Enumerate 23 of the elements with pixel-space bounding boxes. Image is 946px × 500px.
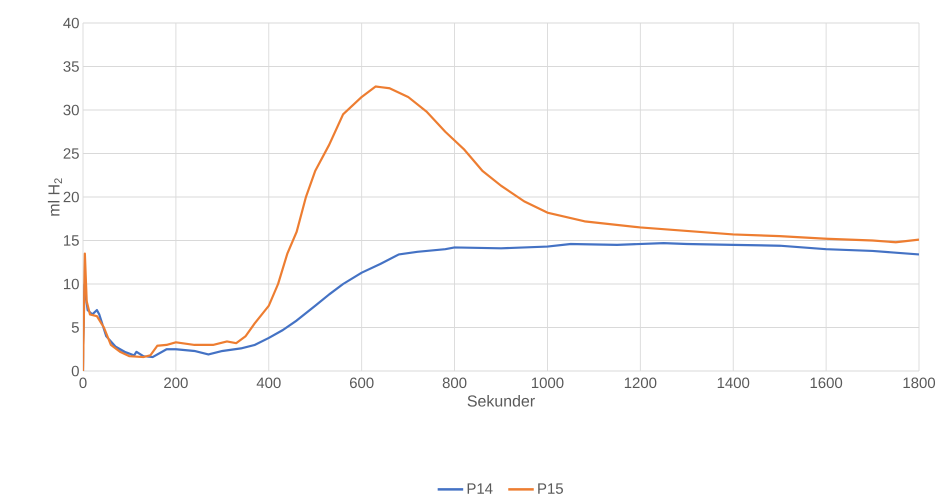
x-tick-label: 1600: [810, 378, 842, 388]
y-tick-label: 20: [64, 192, 79, 202]
x-tick-label: 800: [442, 378, 466, 388]
x-tick-label: 600: [350, 378, 374, 388]
x-tick-label: 1000: [532, 378, 564, 388]
y-tick-label: 25: [64, 148, 79, 159]
x-axis-title: Sekunder: [468, 394, 535, 407]
legend-label: P14: [468, 483, 493, 494]
y-tick-label: 15: [64, 235, 79, 246]
x-tick-label: 1200: [624, 378, 656, 388]
y-tick-label: 5: [72, 322, 79, 333]
y-tick-label: 40: [63, 18, 79, 28]
y-tick-label: 10: [64, 278, 79, 290]
x-tick-label: 1400: [718, 378, 750, 388]
legend-label: P15: [538, 483, 563, 494]
x-tick-label: 0: [79, 378, 87, 388]
x-tick-label: 400: [256, 378, 281, 388]
y-axis-title: ml H$_{2}$: [48, 178, 62, 216]
y-tick-label: 35: [63, 61, 79, 72]
x-tick-label: 200: [164, 378, 188, 388]
y-tick-label: 0: [72, 366, 79, 376]
y-tick-label: 30: [63, 104, 79, 116]
x-tick-label: 1800: [904, 378, 936, 388]
